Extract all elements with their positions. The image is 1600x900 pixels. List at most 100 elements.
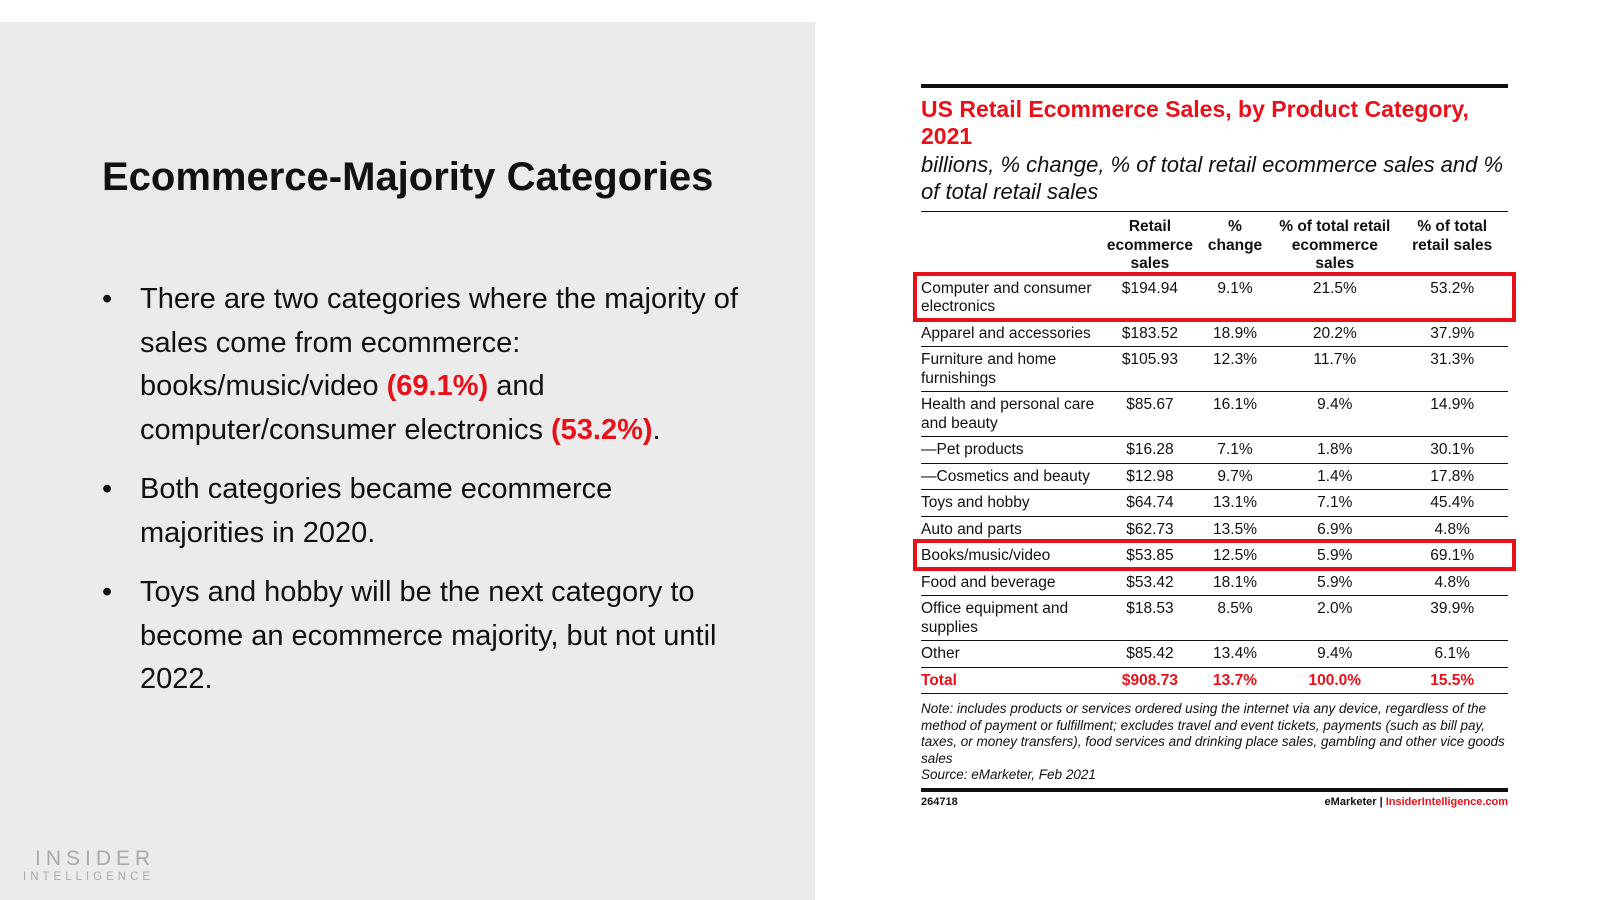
category-cell: Office equipment and supplies xyxy=(921,595,1103,641)
value-cell: 17.8% xyxy=(1396,463,1508,490)
category-cell: Books/music/video xyxy=(921,542,1103,570)
value-cell: 1.8% xyxy=(1273,436,1397,464)
category-cell: Computer and consumer electronics xyxy=(921,275,1103,321)
table-row: Books/music/video $53.85 12.5% 5.9% 69.1% xyxy=(921,542,1508,570)
value-cell: $12.98 xyxy=(1102,463,1197,490)
category-cell: —Pet products xyxy=(921,436,1103,464)
table-row: Health and personal care and beauty $85.6… xyxy=(921,391,1508,437)
value-cell: 14.9% xyxy=(1396,391,1508,437)
value-cell: 31.3% xyxy=(1396,346,1508,392)
site-link[interactable]: InsiderIntelligence.com xyxy=(1385,795,1508,808)
category-cell: Food and beverage xyxy=(921,569,1103,596)
value-cell: 39.9% xyxy=(1396,595,1508,641)
value-cell: 11.7% xyxy=(1273,346,1397,392)
bullet-text: Both categories became ecommerce majorit… xyxy=(140,473,613,549)
value-cell: $64.74 xyxy=(1102,489,1197,517)
table-row: Apparel and accessories $183.52 18.9% 20.2%… xyxy=(921,320,1508,347)
value-cell: 37.9% xyxy=(1396,320,1508,347)
table-note: Note: includes products or services orde… xyxy=(921,701,1508,784)
value-cell: 2.0% xyxy=(1273,595,1397,641)
category-cell: Furniture and home furnishings xyxy=(921,346,1103,392)
value-cell: 45.4% xyxy=(1396,489,1508,517)
value-cell: $85.67 xyxy=(1102,391,1197,437)
note-text: Note: includes products or services orde… xyxy=(921,701,1505,766)
value-cell: $908.73 xyxy=(1102,667,1197,694)
highlight-box xyxy=(913,538,1516,571)
col-header: % of total retail ecommerce sales xyxy=(1279,218,1391,272)
bottom-rule xyxy=(921,787,1508,792)
value-cell: 4.8% xyxy=(1396,516,1508,543)
footer: 264718 eMarketer | InsiderIntelligence.c… xyxy=(921,796,1508,808)
highlight-value: (53.2%) xyxy=(551,413,653,446)
value-cell: $183.52 xyxy=(1102,320,1197,347)
highlight-value: (69.1%) xyxy=(386,370,489,402)
value-cell: 6.9% xyxy=(1273,516,1397,543)
bullet-list: • There are two categories where the majo… xyxy=(102,278,742,718)
brand-name: eMarketer xyxy=(1324,795,1377,808)
table-row: Office equipment and supplies $18.53 8.5% 2… xyxy=(921,595,1508,641)
value-cell: $85.42 xyxy=(1102,640,1197,668)
category-cell: Other xyxy=(921,640,1103,668)
value-cell: $18.53 xyxy=(1102,595,1197,641)
bullet-text: There are two categories where the major… xyxy=(140,283,738,402)
bullet-text: . xyxy=(652,413,661,446)
value-cell: 18.9% xyxy=(1196,320,1274,347)
value-cell: 16.1% xyxy=(1196,391,1274,437)
value-cell: 9.7% xyxy=(1196,463,1274,490)
table-header: Retail ecommerce sales % change % of tot… xyxy=(921,212,1508,276)
table-row: —Cosmetics and beauty $12.98 9.7% 1.4% 17.8% xyxy=(921,463,1508,490)
value-cell: $16.28 xyxy=(1102,436,1197,464)
chart-id: 264718 xyxy=(921,795,958,808)
value-cell: 12.5% xyxy=(1196,542,1274,570)
chart-title: US Retail Ecommerce Sales, by Product Ca… xyxy=(921,96,1469,149)
category-cell: Total xyxy=(921,667,1103,694)
highlight-box xyxy=(913,271,1516,322)
footer-brand: eMarketer | InsiderIntelligence.com xyxy=(1325,796,1508,808)
table-row: Food and beverage $53.42 18.1% 5.9% 4.8% xyxy=(921,569,1508,596)
insider-intelligence-logo: INSIDER INTELLIGENCE xyxy=(23,848,155,884)
logo-line1: INSIDER xyxy=(35,847,156,870)
top-rule xyxy=(921,84,1508,88)
value-cell: 20.2% xyxy=(1273,320,1397,347)
table-row: —Pet products $16.28 7.1% 1.8% 30.1% xyxy=(921,436,1508,464)
total-row: Total $908.73 13.7% 100.0% 15.5% xyxy=(921,667,1508,694)
bullet-item: • There are two categories where the majo… xyxy=(102,278,742,452)
bullet-icon: • xyxy=(102,283,113,315)
value-cell: 5.9% xyxy=(1273,569,1397,596)
category-cell: Health and personal care and beauty xyxy=(921,391,1103,437)
table-row: Auto and parts $62.73 13.5% 6.9% 4.8% xyxy=(921,516,1508,543)
value-cell: 9.4% xyxy=(1273,640,1397,668)
value-cell: 6.1% xyxy=(1396,640,1508,668)
bullet-icon: • xyxy=(102,576,113,608)
value-cell: $194.94 xyxy=(1102,275,1197,321)
col-header: % change xyxy=(1207,218,1263,254)
value-cell: 100.0% xyxy=(1273,667,1397,694)
value-cell: $105.93 xyxy=(1102,346,1197,392)
value-cell: 13.5% xyxy=(1196,516,1274,543)
category-cell: Toys and hobby xyxy=(921,489,1103,517)
bullet-text: and computer/consumer electronics xyxy=(140,370,551,446)
bullet-item: • Both categories became ecommerce majori… xyxy=(102,468,742,555)
value-cell: $53.85 xyxy=(1102,542,1197,570)
value-cell: 8.5% xyxy=(1196,595,1274,641)
table-row: Toys and hobby $64.74 13.1% 7.1% 45.4% xyxy=(921,489,1508,517)
value-cell: $53.42 xyxy=(1102,569,1197,596)
value-cell: 13.4% xyxy=(1196,640,1274,668)
value-cell: 15.5% xyxy=(1396,667,1508,694)
value-cell: 5.9% xyxy=(1273,542,1397,570)
chart-subtitle: billions, % change, % of total retail ec… xyxy=(921,152,1504,204)
table-row: Other $85.42 13.4% 9.4% 6.1% xyxy=(921,640,1508,668)
table-row: Furniture and home furnishings $105.93 12.… xyxy=(921,346,1508,392)
value-cell: 4.8% xyxy=(1396,569,1508,596)
value-cell: 30.1% xyxy=(1396,436,1508,464)
bullet-text: Toys and hobby will be the next category… xyxy=(140,576,717,695)
value-cell: 21.5% xyxy=(1273,275,1397,321)
value-cell: 7.1% xyxy=(1196,436,1274,464)
value-cell: 18.1% xyxy=(1196,569,1274,596)
value-cell: 1.4% xyxy=(1273,463,1397,490)
source-text: Source: eMarketer, Feb 2021 xyxy=(921,767,1096,782)
value-cell: 7.1% xyxy=(1273,489,1397,517)
value-cell: 13.7% xyxy=(1196,667,1274,694)
col-header: % of total retail sales xyxy=(1412,218,1493,254)
value-cell: 9.4% xyxy=(1273,391,1397,437)
